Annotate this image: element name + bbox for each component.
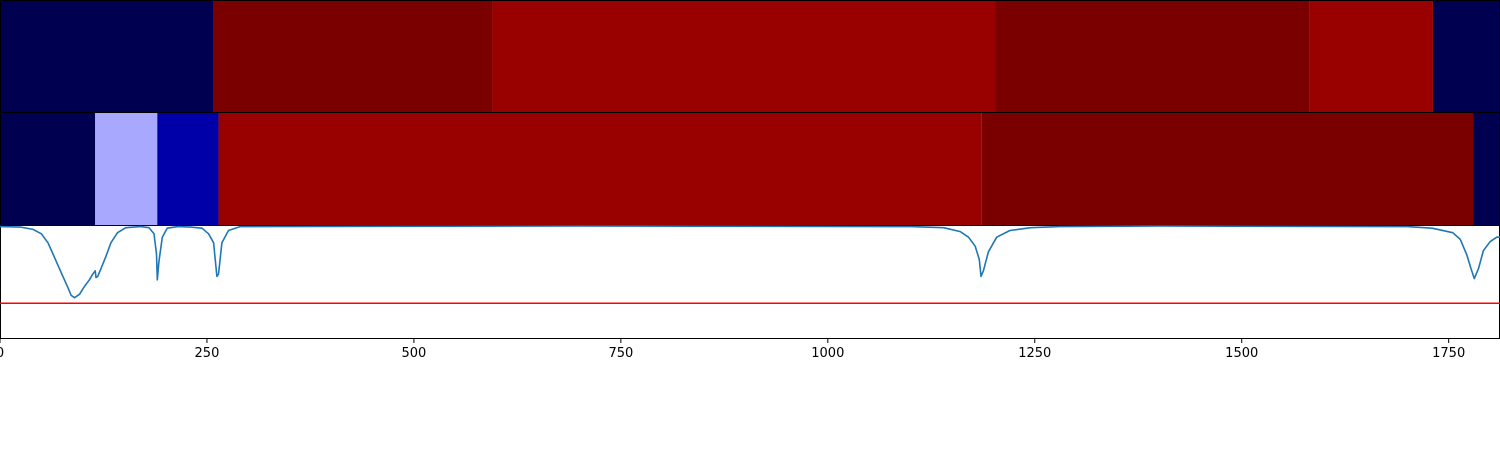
x-tick-label-4: 1000 (811, 346, 844, 361)
segment-0-2 (492, 1, 996, 112)
segment-track-top (0, 0, 1500, 113)
signal-line-panel (0, 225, 1500, 339)
line-panel-frame (0, 225, 1500, 339)
x-tick-label-2: 500 (401, 346, 426, 361)
segment-1-5 (1473, 113, 1500, 225)
segment-0-5 (1432, 1, 1500, 112)
segment-0-3 (995, 1, 1310, 112)
segment-1-4 (981, 113, 1474, 225)
x-tick-label-7: 1750 (1432, 346, 1465, 361)
x-axis: 0 250 500 750 1000 1250 1500 1750 (0, 338, 1465, 361)
segment-0-4 (1309, 1, 1433, 112)
x-tick-label-1: 250 (195, 346, 220, 361)
x-tick-label-3: 750 (608, 346, 633, 361)
segment-0-1 (213, 1, 493, 112)
segment-0-0 (0, 1, 214, 112)
x-tick-label-6: 1500 (1225, 346, 1258, 361)
segment-track-middle (0, 112, 1500, 226)
x-tick-label-5: 1250 (1018, 346, 1051, 361)
segment-1-1 (95, 113, 158, 225)
signal-series-0 (0, 225, 1500, 299)
segment-1-0 (0, 113, 96, 225)
x-tick-label-0: 0 (0, 346, 4, 361)
segment-1-3 (218, 113, 982, 225)
segment-1-2 (157, 113, 219, 225)
